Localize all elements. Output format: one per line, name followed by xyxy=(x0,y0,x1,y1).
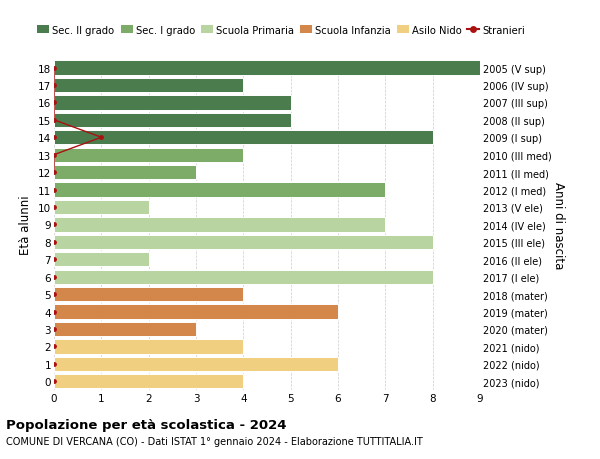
Legend: Sec. II grado, Sec. I grado, Scuola Primaria, Scuola Infanzia, Asilo Nido, Stran: Sec. II grado, Sec. I grado, Scuola Prim… xyxy=(34,22,529,39)
Bar xyxy=(54,131,433,145)
Bar xyxy=(54,357,338,371)
Bar xyxy=(54,166,196,180)
Bar xyxy=(54,322,196,336)
Y-axis label: Anni di nascita: Anni di nascita xyxy=(553,181,565,269)
Bar xyxy=(54,61,480,75)
Bar xyxy=(54,201,149,215)
Bar xyxy=(54,218,385,232)
Bar xyxy=(54,235,433,249)
Bar xyxy=(54,270,433,284)
Text: Popolazione per età scolastica - 2024: Popolazione per età scolastica - 2024 xyxy=(6,418,287,431)
Bar xyxy=(54,113,290,128)
Bar xyxy=(54,252,149,267)
Text: COMUNE DI VERCANA (CO) - Dati ISTAT 1° gennaio 2024 - Elaborazione TUTTITALIA.IT: COMUNE DI VERCANA (CO) - Dati ISTAT 1° g… xyxy=(6,436,423,446)
Bar xyxy=(54,96,290,110)
Bar xyxy=(54,375,244,389)
Bar xyxy=(54,340,244,354)
Bar xyxy=(54,183,385,197)
Y-axis label: Età alunni: Età alunni xyxy=(19,195,32,255)
Bar xyxy=(54,78,244,93)
Bar xyxy=(54,305,338,319)
Bar xyxy=(54,287,244,302)
Bar xyxy=(54,148,244,162)
